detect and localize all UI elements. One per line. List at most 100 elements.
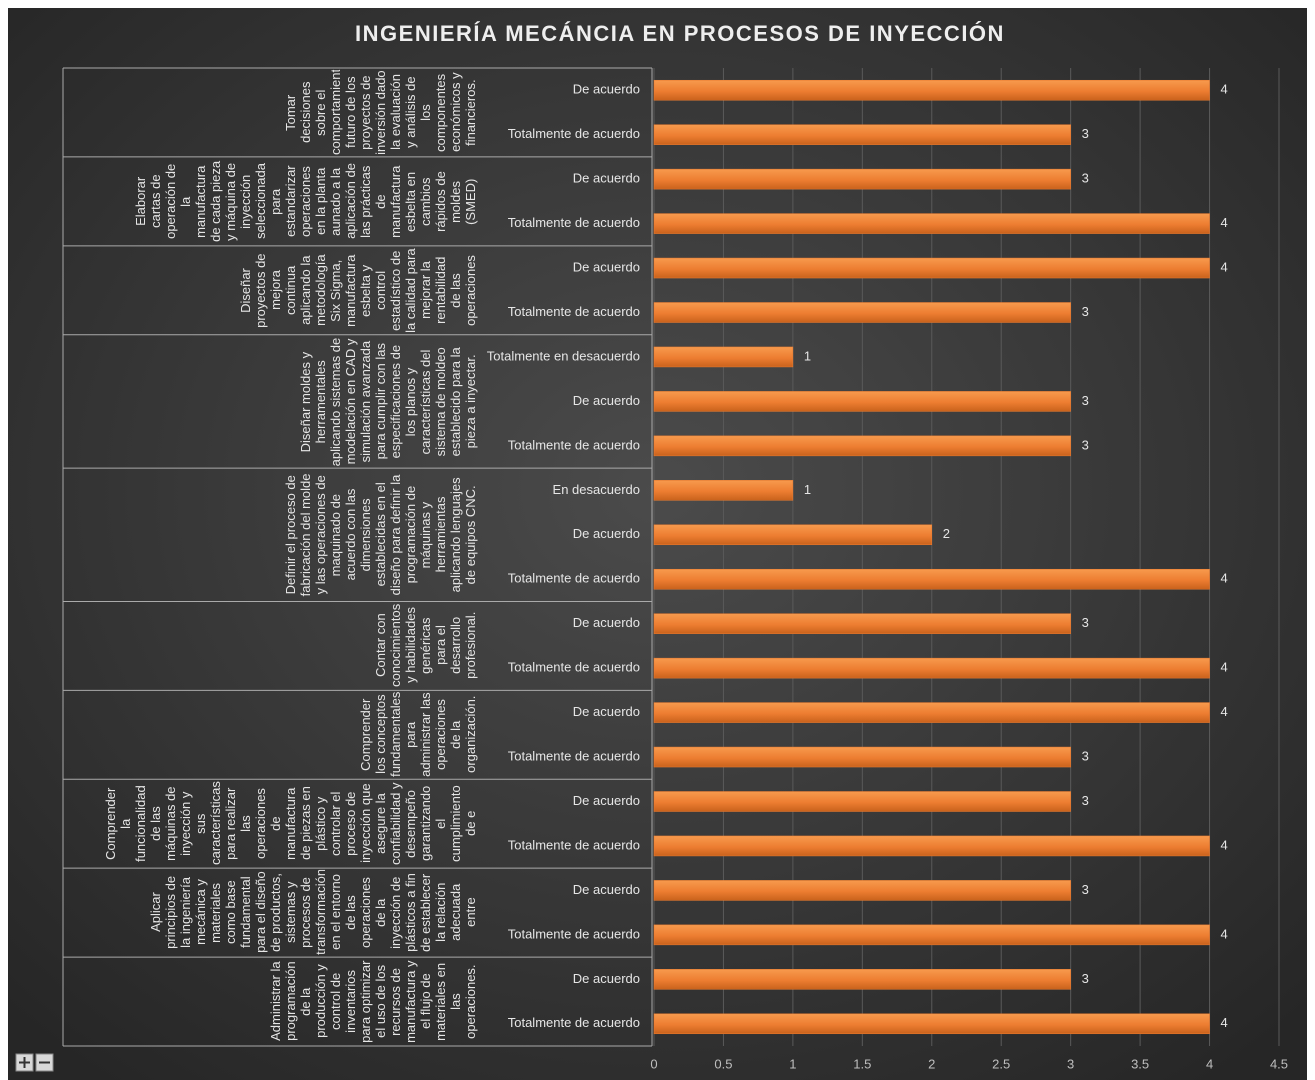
data-label: 1 [804,482,811,497]
bar [653,79,1210,101]
data-label: 3 [1082,793,1089,808]
bar [653,613,1071,634]
group-label-box: Administrar la programación de la produc… [65,959,478,1044]
category-label: De acuerdo [573,615,640,630]
x-tick-label: 4.5 [1270,1056,1288,1071]
bar [653,480,794,501]
data-label: 1 [804,348,811,363]
x-tick-label: 3 [1067,1056,1074,1071]
bar [653,168,1071,190]
data-label: 3 [1082,171,1089,186]
group-label-box: Tomar decisiones sobre el comportamiento… [65,70,478,155]
bar [653,124,1071,145]
data-label: 4 [1221,837,1228,852]
bar [653,969,1071,990]
x-tick-label: 1 [789,1056,796,1071]
group-label-box: Elaborar cartas de operación de la manuf… [65,159,478,244]
category-label: Totalmente de acuerdo [508,748,640,763]
bar [653,791,1071,812]
x-tick-label: 2 [928,1056,935,1071]
category-label: Totalmente de acuerdo [508,215,640,230]
category-label: De acuerdo [573,882,640,897]
x-tick-label: 3.5 [1131,1056,1149,1071]
bar [653,880,1071,901]
group-label: Definir el proceso de fabricación del mo… [283,473,478,597]
data-label: 2 [943,526,950,541]
zoom-buttons[interactable] [15,1053,54,1072]
category-label: De acuerdo [573,82,640,97]
x-tick-label: 2.5 [992,1056,1010,1071]
x-tick-label: 0.5 [714,1056,732,1071]
bar [653,524,933,546]
data-label: 3 [1082,126,1089,141]
category-label: En desacuerdo [553,482,640,497]
category-label: De acuerdo [573,526,640,541]
group-label-box: Contar con conocimientos y habilidades g… [65,603,478,688]
bar [653,924,1210,946]
group-label-box: Diseñar proyectos de mejora continua apl… [65,248,478,333]
data-label: 3 [1082,748,1089,763]
category-label: Totalmente de acuerdo [508,660,640,675]
bar [653,257,1210,279]
category-label: Totalmente de acuerdo [508,837,640,852]
group-label: Contar con conocimientos y habilidades g… [373,604,478,688]
chart-title: INGENIERÍA MECÁNCIA EN PROCESOS DE INYEC… [355,21,1005,46]
bar [653,302,1071,323]
bar [653,702,1210,723]
group-label: Comprender los conceptos fundamentales p… [358,692,478,778]
bar [653,435,1071,457]
bar [653,835,1210,857]
bar [653,391,1071,412]
group-label: Diseñar proyectos de mejora continua apl… [238,247,478,333]
category-label: De acuerdo [573,259,640,274]
data-label: 3 [1082,393,1089,408]
category-label: Totalmente en desacuerdo [487,348,640,363]
bar [653,657,1210,679]
group-label: Elaborar cartas de operación de la manuf… [133,160,478,242]
group-label-box: Comprender los conceptos fundamentales p… [65,692,478,777]
data-label: 4 [1221,660,1228,675]
category-label: De acuerdo [573,971,640,986]
data-label: 4 [1221,926,1228,941]
group-label: Aplicar principios de la ingeniería mecá… [148,870,478,956]
data-label: 3 [1082,615,1089,630]
data-label: 4 [1221,259,1228,274]
data-label: 3 [1082,971,1089,986]
group-label-box: Diseñar moldes y herramentales aplicando… [65,337,478,466]
data-label: 3 [1082,437,1089,452]
x-tick-label: 1.5 [853,1056,871,1071]
group-label: Tomar decisiones sobre el comportamiento… [283,70,478,155]
category-label: Totalmente de acuerdo [508,926,640,941]
category-label: Totalmente de acuerdo [508,437,640,452]
data-label: 4 [1221,215,1228,230]
bar [653,346,794,368]
data-label: 4 [1221,82,1228,97]
x-tick-label: 4 [1206,1056,1213,1071]
group-label: Diseñar moldes y herramentales aplicando… [298,337,478,466]
category-label: Totalmente de acuerdo [508,304,640,319]
category-label: Totalmente de acuerdo [508,1015,640,1030]
category-label: Totalmente de acuerdo [508,571,640,586]
bar [653,746,1071,768]
data-label: 4 [1221,571,1228,586]
bar [653,1013,1210,1035]
data-label: 3 [1082,882,1089,897]
category-label: De acuerdo [573,393,640,408]
data-label: 3 [1082,304,1089,319]
bar [653,213,1210,234]
data-label: 4 [1221,704,1228,719]
category-label: De acuerdo [573,171,640,186]
category-label: Totalmente de acuerdo [508,126,640,141]
category-label: De acuerdo [573,793,640,808]
group-label: Comprender la funcionalidad de las máqui… [103,781,478,866]
group-label-box: Comprender la funcionalidad de las máqui… [65,781,478,866]
data-label: 4 [1221,1015,1228,1030]
category-label: De acuerdo [573,704,640,719]
group-label-box: Aplicar principios de la ingeniería mecá… [65,870,478,955]
group-label-box: Definir el proceso de fabricación del mo… [65,470,478,599]
group-label: Administrar la programación de la produc… [268,960,478,1043]
bar [653,568,1210,590]
x-tick-label: 0 [650,1056,657,1071]
